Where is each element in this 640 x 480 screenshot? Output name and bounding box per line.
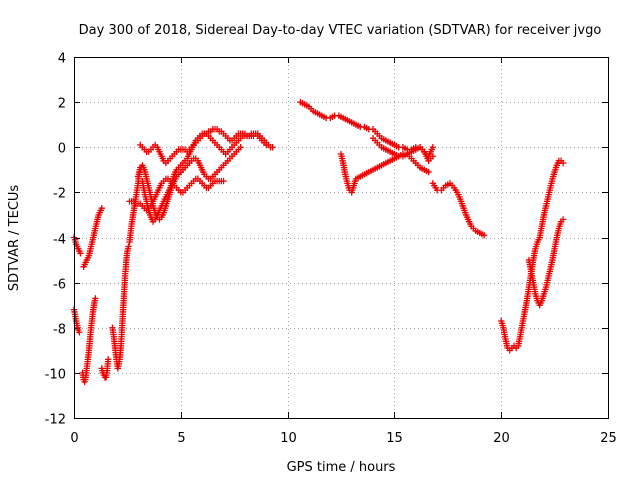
y-tick-label: -8 (53, 323, 66, 338)
series-arc-a (70, 234, 84, 257)
x-tick-label: 25 (600, 431, 617, 446)
y-tick-label: -2 (53, 187, 66, 202)
series-arc-f (109, 243, 132, 372)
data-point (220, 177, 227, 185)
data-point (76, 329, 83, 336)
series-arc-b (70, 306, 83, 336)
data-point (104, 356, 112, 363)
y-axis-label: SDTVAR / TECUs (7, 185, 22, 292)
series-arc-j (134, 144, 244, 223)
x-tick-label: 5 (177, 431, 185, 446)
series-arc-c (80, 204, 105, 271)
y-tick-label: 0 (58, 142, 66, 157)
y-tick-label: -6 (53, 278, 66, 293)
series-arc-g (126, 164, 144, 246)
data-point (269, 144, 276, 151)
data-point (429, 153, 437, 160)
data-points (70, 98, 567, 386)
data-point (480, 232, 488, 239)
data-point (559, 216, 567, 223)
y-tick-label: 4 (58, 52, 66, 67)
series-arc-o (429, 180, 488, 239)
series-arc-i (139, 130, 270, 225)
chart-title: Day 300 of 2018, Sidereal Day-to-day VTE… (79, 23, 602, 38)
plot-frame (74, 57, 609, 419)
x-tick-label: 0 (70, 431, 78, 446)
data-point (425, 168, 432, 176)
x-tick-label: 20 (493, 431, 510, 446)
series-arc-p (498, 157, 567, 354)
y-tick-label: -10 (45, 368, 66, 383)
data-point (237, 144, 244, 151)
data-point (92, 295, 99, 302)
x-tick-label: 10 (280, 431, 297, 446)
series-arc-d (79, 295, 99, 386)
x-axis-label: GPS time / hours (287, 460, 396, 475)
data-point (125, 243, 132, 250)
series-arc-l (297, 98, 437, 160)
data-point (559, 159, 567, 167)
grid (74, 57, 608, 418)
y-tick-label: -4 (53, 233, 66, 248)
series-arc-e (98, 356, 112, 381)
series-arc-m (337, 150, 432, 196)
series-arc-q (525, 216, 567, 309)
y-tick-label: 2 (58, 97, 66, 112)
series-arc-n (369, 135, 437, 164)
data-point (98, 204, 105, 212)
series-arc-k (126, 175, 227, 214)
y-tick-label: -12 (45, 413, 66, 428)
axis-ticks: 0 5 10 15 20 25 -12 -10 -8 -6 -4 -2 0 2 4 (45, 52, 617, 447)
x-tick-label: 15 (386, 431, 403, 446)
data-point (77, 250, 84, 257)
data-point (429, 144, 437, 151)
data-point (263, 141, 270, 149)
